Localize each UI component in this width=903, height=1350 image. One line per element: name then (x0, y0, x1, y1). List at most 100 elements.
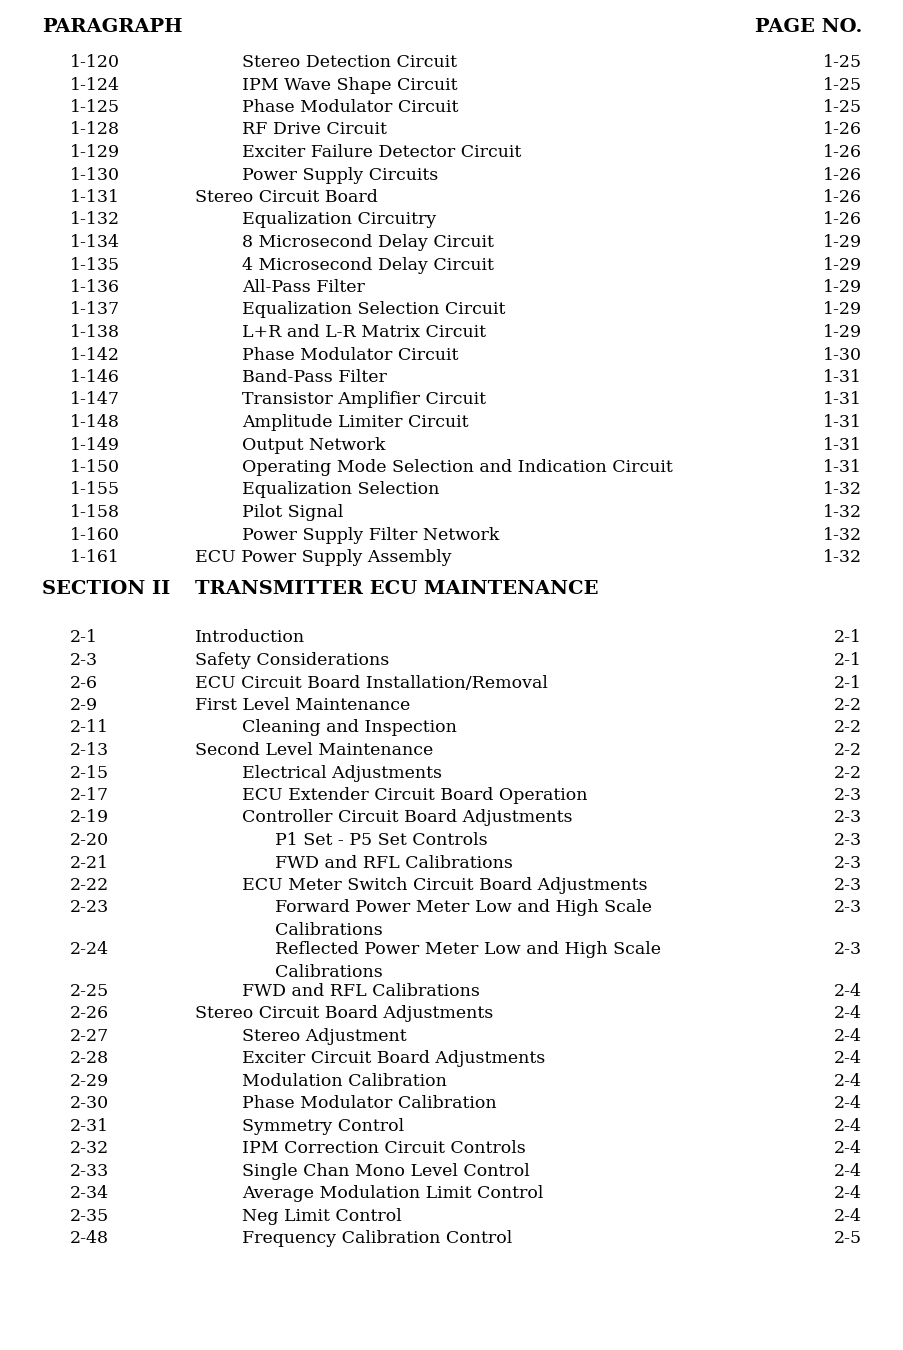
Text: 2-4: 2-4 (833, 1027, 861, 1045)
Text: Neg Limit Control: Neg Limit Control (242, 1208, 401, 1224)
Text: 2-4: 2-4 (833, 1118, 861, 1135)
Text: 1-136: 1-136 (70, 279, 120, 296)
Text: 2-29: 2-29 (70, 1073, 109, 1089)
Text: 1-29: 1-29 (822, 324, 861, 342)
Text: Output Network: Output Network (242, 436, 385, 454)
Text: Phase Modulator Circuit: Phase Modulator Circuit (242, 99, 458, 116)
Text: Electrical Adjustments: Electrical Adjustments (242, 764, 442, 782)
Text: 2-4: 2-4 (833, 983, 861, 1000)
Text: 2-3: 2-3 (833, 855, 861, 872)
Text: 2-6: 2-6 (70, 675, 98, 691)
Text: 2-28: 2-28 (70, 1050, 109, 1068)
Text: 1-155: 1-155 (70, 482, 120, 498)
Text: 1-31: 1-31 (822, 459, 861, 477)
Text: 1-31: 1-31 (822, 369, 861, 386)
Text: 2-32: 2-32 (70, 1141, 109, 1157)
Text: 2-2: 2-2 (833, 764, 861, 782)
Text: Symmetry Control: Symmetry Control (242, 1118, 404, 1135)
Text: 2-9: 2-9 (70, 697, 98, 714)
Text: Stereo Circuit Board Adjustments: Stereo Circuit Board Adjustments (195, 1006, 493, 1022)
Text: 1-150: 1-150 (70, 459, 120, 477)
Text: 1-161: 1-161 (70, 549, 120, 566)
Text: 2-26: 2-26 (70, 1006, 109, 1022)
Text: 1-160: 1-160 (70, 526, 120, 544)
Text: 2-1: 2-1 (833, 652, 861, 670)
Text: Calibrations: Calibrations (275, 922, 382, 940)
Text: 1-142: 1-142 (70, 347, 120, 363)
Text: ECU Extender Circuit Board Operation: ECU Extender Circuit Board Operation (242, 787, 587, 805)
Text: Pilot Signal: Pilot Signal (242, 504, 343, 521)
Text: 2-23: 2-23 (70, 899, 109, 917)
Text: RF Drive Circuit: RF Drive Circuit (242, 122, 386, 139)
Text: 2-24: 2-24 (70, 941, 109, 958)
Text: 1-158: 1-158 (70, 504, 120, 521)
Text: 1-135: 1-135 (70, 256, 120, 274)
Text: Phase Modulator Calibration: Phase Modulator Calibration (242, 1095, 496, 1112)
Text: 1-148: 1-148 (70, 414, 120, 431)
Text: 2-27: 2-27 (70, 1027, 109, 1045)
Text: 2-2: 2-2 (833, 720, 861, 737)
Text: 2-25: 2-25 (70, 983, 109, 1000)
Text: Band-Pass Filter: Band-Pass Filter (242, 369, 386, 386)
Text: 2-4: 2-4 (833, 1162, 861, 1180)
Text: 1-32: 1-32 (822, 504, 861, 521)
Text: 1-31: 1-31 (822, 436, 861, 454)
Text: Phase Modulator Circuit: Phase Modulator Circuit (242, 347, 458, 363)
Text: All-Pass Filter: All-Pass Filter (242, 279, 365, 296)
Text: Equalization Selection Circuit: Equalization Selection Circuit (242, 301, 505, 319)
Text: Reflected Power Meter Low and High Scale: Reflected Power Meter Low and High Scale (275, 941, 660, 958)
Text: 2-4: 2-4 (833, 1141, 861, 1157)
Text: Forward Power Meter Low and High Scale: Forward Power Meter Low and High Scale (275, 899, 651, 917)
Text: 2-33: 2-33 (70, 1162, 109, 1180)
Text: 2-34: 2-34 (70, 1185, 109, 1203)
Text: 1-146: 1-146 (70, 369, 120, 386)
Text: 1-129: 1-129 (70, 144, 120, 161)
Text: Average Modulation Limit Control: Average Modulation Limit Control (242, 1185, 543, 1203)
Text: 1-149: 1-149 (70, 436, 120, 454)
Text: Modulation Calibration: Modulation Calibration (242, 1073, 446, 1089)
Text: 1-31: 1-31 (822, 392, 861, 409)
Text: 1-29: 1-29 (822, 279, 861, 296)
Text: Amplitude Limiter Circuit: Amplitude Limiter Circuit (242, 414, 468, 431)
Text: PARAGRAPH: PARAGRAPH (42, 18, 182, 36)
Text: 2-31: 2-31 (70, 1118, 109, 1135)
Text: 2-2: 2-2 (833, 697, 861, 714)
Text: 2-1: 2-1 (833, 629, 861, 647)
Text: Transistor Amplifier Circuit: Transistor Amplifier Circuit (242, 392, 486, 409)
Text: FWD and RFL Calibrations: FWD and RFL Calibrations (275, 855, 512, 872)
Text: 1-32: 1-32 (822, 482, 861, 498)
Text: PAGE NO.: PAGE NO. (754, 18, 861, 36)
Text: IPM Correction Circuit Controls: IPM Correction Circuit Controls (242, 1141, 526, 1157)
Text: 1-128: 1-128 (70, 122, 120, 139)
Text: 2-3: 2-3 (833, 899, 861, 917)
Text: Equalization Selection: Equalization Selection (242, 482, 439, 498)
Text: 2-4: 2-4 (833, 1050, 861, 1068)
Text: Stereo Adjustment: Stereo Adjustment (242, 1027, 406, 1045)
Text: 1-137: 1-137 (70, 301, 120, 319)
Text: P1 Set - P5 Set Controls: P1 Set - P5 Set Controls (275, 832, 487, 849)
Text: 1-124: 1-124 (70, 77, 120, 93)
Text: 1-26: 1-26 (822, 144, 861, 161)
Text: Frequency Calibration Control: Frequency Calibration Control (242, 1230, 512, 1247)
Text: Power Supply Filter Network: Power Supply Filter Network (242, 526, 498, 544)
Text: 1-26: 1-26 (822, 166, 861, 184)
Text: 1-138: 1-138 (70, 324, 120, 342)
Text: 1-26: 1-26 (822, 189, 861, 207)
Text: 2-3: 2-3 (833, 810, 861, 826)
Text: First Level Maintenance: First Level Maintenance (195, 697, 410, 714)
Text: 1-147: 1-147 (70, 392, 120, 409)
Text: 1-31: 1-31 (822, 414, 861, 431)
Text: 2-19: 2-19 (70, 810, 109, 826)
Text: Stereo Detection Circuit: Stereo Detection Circuit (242, 54, 457, 72)
Text: Introduction: Introduction (195, 629, 305, 647)
Text: Single Chan Mono Level Control: Single Chan Mono Level Control (242, 1162, 529, 1180)
Text: Calibrations: Calibrations (275, 964, 382, 980)
Text: 1-32: 1-32 (822, 549, 861, 566)
Text: 1-132: 1-132 (70, 212, 120, 228)
Text: Cleaning and Inspection: Cleaning and Inspection (242, 720, 456, 737)
Text: 1-32: 1-32 (822, 526, 861, 544)
Text: 2-4: 2-4 (833, 1208, 861, 1224)
Text: 2-17: 2-17 (70, 787, 109, 805)
Text: Operating Mode Selection and Indication Circuit: Operating Mode Selection and Indication … (242, 459, 672, 477)
Text: 2-35: 2-35 (70, 1208, 109, 1224)
